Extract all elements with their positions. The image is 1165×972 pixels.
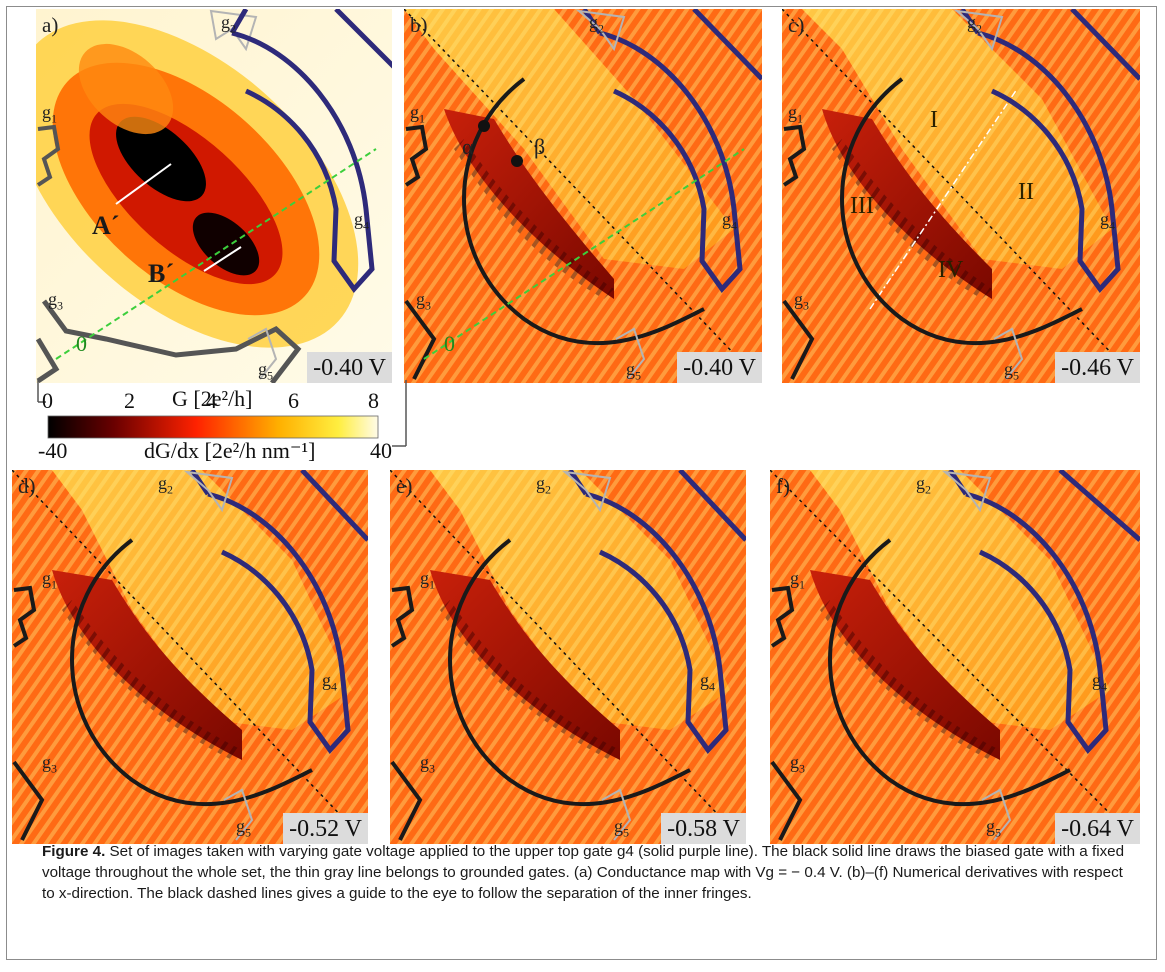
panel-a: a) g2 g1 g4 g3 g5 A´ B´ 0 -0.40 V <box>36 9 392 383</box>
derivative-map <box>404 9 762 383</box>
voltage-label: -0.58 V <box>661 813 746 844</box>
figure-frame <box>6 6 1157 960</box>
panel-f: f) g2 g1 g4 g3 g5 -0.64 V <box>770 470 1140 844</box>
gate-label-g3: g3 <box>416 289 431 313</box>
panel-d: d) g2 g1 g4 g3 g5 -0.52 V <box>12 470 368 844</box>
gate-label-g2: g2 <box>967 12 982 36</box>
voltage-label: -0.52 V <box>283 813 368 844</box>
region-label-ii: II <box>1018 179 1034 205</box>
gate-label-g2: g2 <box>158 473 173 497</box>
panel-b: b) g2 g1 g4 g3 g5 α β 0 -0.40 V <box>404 9 762 383</box>
gate-label-g3: g3 <box>48 289 63 313</box>
colorbar-tick: 2 <box>124 388 135 413</box>
colorbar-tick: 0 <box>42 388 53 413</box>
region-label-i: I <box>930 107 938 133</box>
gate-label-g4: g4 <box>1100 209 1115 233</box>
gate-label-g4: g4 <box>322 670 337 694</box>
panel-c: c) g2 g1 g4 g3 g5 I II III IV -0.46 V <box>782 9 1140 383</box>
colorbar-tick: -40 <box>38 438 68 463</box>
colorbar-derivative-label: dG/dx [2e²/h nm⁻¹] <box>144 438 316 463</box>
gate-label-g1: g1 <box>788 102 803 126</box>
gate-label-g2: g2 <box>916 473 931 497</box>
caption-label: Figure 4. <box>42 843 106 860</box>
gate-label-g1: g1 <box>42 568 57 592</box>
conductance-map <box>36 9 392 383</box>
guide-origin-label: 0 <box>444 331 455 356</box>
voltage-label: -0.46 V <box>1055 352 1140 383</box>
region-label-iii: III <box>850 193 874 219</box>
gate-label-g4: g4 <box>722 209 737 233</box>
gate-label-g1: g1 <box>410 102 425 126</box>
gate-label-g3: g3 <box>42 752 57 776</box>
gate-label-g5: g5 <box>614 816 629 840</box>
gate-label-g3: g3 <box>420 752 435 776</box>
colorbar-conductance-label: G [2e²/h] <box>172 386 253 411</box>
gate-label-g5: g5 <box>236 816 251 840</box>
colorbar: 0 2 4 6 8 G [2e²/h] -40 40 dG/dx [2e²/h … <box>36 380 408 464</box>
gate-label-g2: g2 <box>221 12 236 36</box>
gate-label-g5: g5 <box>626 359 641 383</box>
gate-label-g5: g5 <box>258 359 273 383</box>
gate-label-g3: g3 <box>790 752 805 776</box>
voltage-label: -0.40 V <box>677 352 762 383</box>
panel-label: a) <box>42 13 59 37</box>
panel-label: d) <box>18 474 36 498</box>
guide-origin-label: 0 <box>76 331 87 356</box>
gate-label-g2: g2 <box>589 12 604 36</box>
derivative-map <box>390 470 746 844</box>
gate-label-g4: g4 <box>1092 670 1107 694</box>
gate-label-g1: g1 <box>42 102 57 126</box>
colorbar-tick: 4 <box>206 388 217 413</box>
gate-label-g5: g5 <box>1004 359 1019 383</box>
annotation-beta: β <box>534 134 546 159</box>
gate-label-g5: g5 <box>986 816 1001 840</box>
figure-caption: Figure 4. Set of images taken with varyi… <box>42 841 1132 904</box>
annotation-alpha: α <box>462 134 474 159</box>
derivative-map <box>12 470 368 844</box>
panel-label: f) <box>776 474 790 498</box>
colorbar-tick: 8 <box>368 388 379 413</box>
panel-label: c) <box>788 13 805 37</box>
gate-label-g1: g1 <box>790 568 805 592</box>
voltage-label: -0.40 V <box>307 352 392 383</box>
annotation-b-prime: B´ <box>148 259 174 288</box>
gate-label-g4: g4 <box>354 209 369 233</box>
gate-label-g3: g3 <box>794 289 809 313</box>
annotation-a-prime: A´ <box>92 211 120 240</box>
caption-text: Set of images taken with varying gate vo… <box>42 843 1125 902</box>
region-label-iv: IV <box>938 257 964 283</box>
derivative-map <box>782 9 1140 383</box>
panel-label: e) <box>396 474 413 498</box>
colorbar-graphic <box>37 380 407 447</box>
gate-label-g1: g1 <box>420 568 435 592</box>
colorbar-tick: 6 <box>288 388 299 413</box>
gate-label-g4: g4 <box>700 670 715 694</box>
panel-label: b) <box>410 13 428 37</box>
derivative-map <box>770 470 1140 844</box>
voltage-label: -0.64 V <box>1055 813 1140 844</box>
panel-e: e) g2 g1 g4 g3 g5 -0.58 V <box>390 470 746 844</box>
colorbar-tick: 40 <box>370 438 392 463</box>
gate-label-g2: g2 <box>536 473 551 497</box>
